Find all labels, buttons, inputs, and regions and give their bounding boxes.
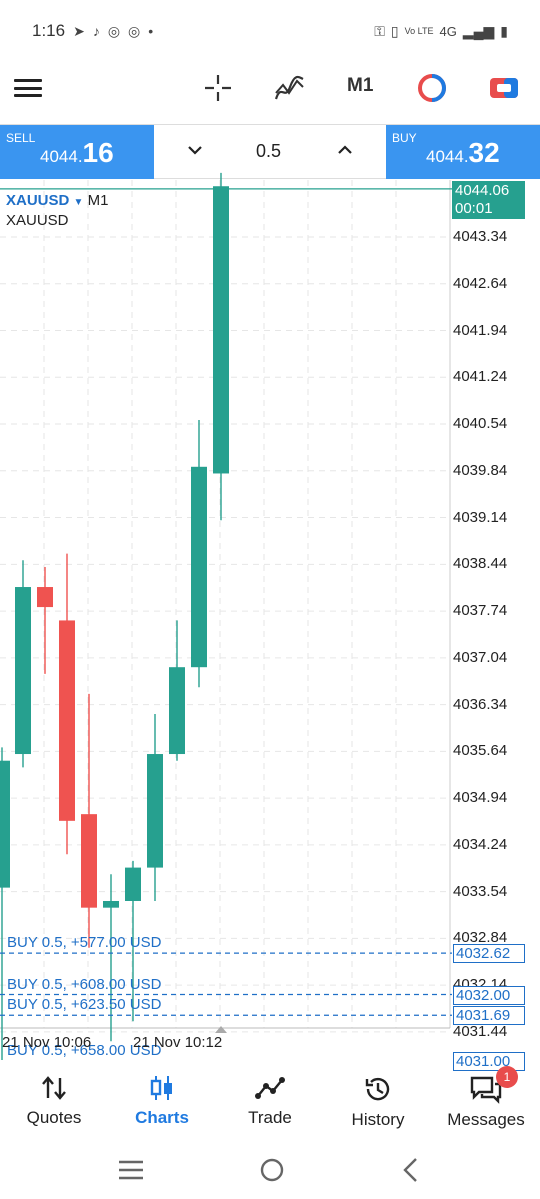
nav-label: Charts	[135, 1108, 189, 1127]
symbol-name: XAUUSD	[6, 192, 70, 209]
candle-body	[37, 587, 53, 608]
symbol-description: XAUUSD	[6, 212, 69, 229]
candles-icon	[150, 1076, 172, 1100]
back-icon[interactable]	[399, 1156, 423, 1184]
price-axis-label: 4041.94	[453, 321, 508, 339]
crosshair-icon[interactable]	[200, 70, 236, 106]
network-label: 4G	[439, 23, 457, 39]
candle-body	[0, 760, 10, 888]
time-label: 21 Nov 10:12	[133, 1034, 223, 1051]
price-axis-label: 4034.94	[453, 789, 508, 807]
order-price-tag: 4032.00	[453, 985, 525, 1005]
price-axis-label: 4036.34	[453, 695, 508, 713]
nav-label: Quotes	[26, 1108, 82, 1127]
tiktok-icon: ♪	[92, 23, 100, 39]
candle-body	[147, 754, 163, 868]
lot-decrease-button[interactable]	[184, 139, 206, 161]
nav-messages[interactable]: Messages 1	[432, 1060, 540, 1140]
home-icon[interactable]	[258, 1156, 286, 1184]
price-axis-label: 4032.84	[453, 929, 508, 947]
candle-body	[81, 814, 97, 908]
symbol-selector[interactable]: XAUUSD ▼ M1	[6, 192, 108, 209]
signal-icon: ▂▄▆	[462, 22, 495, 39]
order-label[interactable]: BUY 0.5, +658.00 USD	[7, 1042, 162, 1060]
price-chart[interactable]	[0, 0, 540, 1060]
status-bar: 1:16 ➤ ♪ ◎ ◎ • ⚿ ▯ Vo LTE 4G ▂▄▆ ▮	[0, 0, 540, 62]
chart-toolbar	[0, 62, 540, 124]
bar-timer: 00:01	[455, 200, 493, 217]
price-axis-label: 4043.34	[453, 228, 508, 245]
nav-trade[interactable]: Trade	[216, 1060, 324, 1140]
nav-history[interactable]: History	[324, 1060, 432, 1140]
nav-charts[interactable]: Charts	[108, 1060, 216, 1140]
current-price-tag: 4044.06 00:01	[452, 181, 525, 219]
price-axis-label: 4037.04	[453, 648, 508, 666]
buy-label: BUY	[392, 131, 417, 145]
time-label: 21 Nov 10:06	[2, 1034, 92, 1051]
price-axis-label: 4033.54	[453, 882, 508, 900]
scroll-marker-icon	[215, 1026, 227, 1033]
price-axis-label: 4041.24	[453, 368, 508, 386]
volte-label: Vo LTE	[404, 26, 434, 36]
indicators-icon[interactable]	[271, 70, 307, 106]
nav-label: Messages	[447, 1110, 525, 1129]
vibrate-icon: ▯	[390, 22, 399, 39]
chart-timeframe: M1	[87, 192, 109, 209]
order-label[interactable]: BUY 0.5, +623.50 USD	[7, 996, 162, 1014]
buy-price: 4044.32	[426, 137, 500, 168]
sell-button[interactable]: SELL 4044.16	[0, 125, 154, 179]
candle-body	[15, 587, 31, 755]
candle-body	[103, 900, 119, 908]
current-price: 4044.06	[455, 182, 510, 199]
nav-label: History	[351, 1110, 405, 1129]
one-click-trading-icon[interactable]	[414, 70, 450, 106]
instagram-icon: ◎	[128, 22, 141, 39]
nav-quotes[interactable]: Quotes	[0, 1060, 108, 1140]
price-axis-label: 4039.14	[453, 508, 508, 526]
trend-icon	[255, 1077, 285, 1099]
history-icon	[365, 1077, 390, 1101]
order-label[interactable]: BUY 0.5, +577.00 USD	[7, 934, 162, 952]
order-label[interactable]: BUY 0.5, +608.00 USD	[7, 975, 162, 993]
price-axis-label: 4035.64	[453, 742, 508, 760]
candle-body	[125, 867, 141, 901]
sell-price: 4044.16	[40, 137, 114, 168]
candle-body	[213, 186, 229, 474]
order-price-tag: 4032.62	[453, 944, 525, 964]
battery-icon: ▮	[500, 22, 508, 39]
candle-body	[169, 667, 185, 755]
status-time: 1:16	[32, 21, 66, 40]
price-axis-label: 4042.64	[453, 274, 508, 292]
recent-apps-icon[interactable]	[117, 1158, 145, 1182]
sell-label: SELL	[6, 131, 36, 145]
price-axis-label: 4040.54	[453, 415, 508, 433]
nav-label: Trade	[248, 1108, 292, 1127]
candle-body	[191, 466, 207, 668]
price-axis-label: 4037.74	[453, 602, 508, 620]
telegram-icon: ➤	[73, 22, 85, 39]
price-axis-label: 4034.24	[453, 835, 508, 853]
menu-icon[interactable]	[14, 76, 42, 100]
unread-badge: 1	[496, 1066, 518, 1088]
trade-toggle-icon[interactable]	[486, 70, 522, 106]
timeframe-selector[interactable]: M1	[347, 75, 374, 96]
dot-icon: •	[148, 23, 154, 39]
candle-body	[59, 620, 75, 821]
caret-down-icon: ▼	[73, 197, 84, 208]
price-axis-label: 4038.44	[453, 555, 508, 573]
price-axis-label: 4031.44	[453, 1022, 508, 1040]
trade-bar: SELL 4044.16 0.5 BUY 4044.32	[0, 124, 540, 179]
sort-arrows-icon	[42, 1076, 66, 1100]
lot-increase-button[interactable]	[334, 139, 356, 161]
key-icon: ⚿	[374, 22, 385, 39]
price-axis-label: 4039.84	[453, 461, 508, 479]
lot-size[interactable]: 0.5	[256, 141, 282, 161]
bottom-navigation: Quotes Charts Trade History Messages 1	[0, 1060, 540, 1140]
buy-button[interactable]: BUY 4044.32	[386, 125, 540, 179]
system-navigation	[0, 1140, 540, 1199]
instagram-icon: ◎	[107, 22, 121, 39]
order-price-tag: 4031.69	[453, 1006, 525, 1026]
